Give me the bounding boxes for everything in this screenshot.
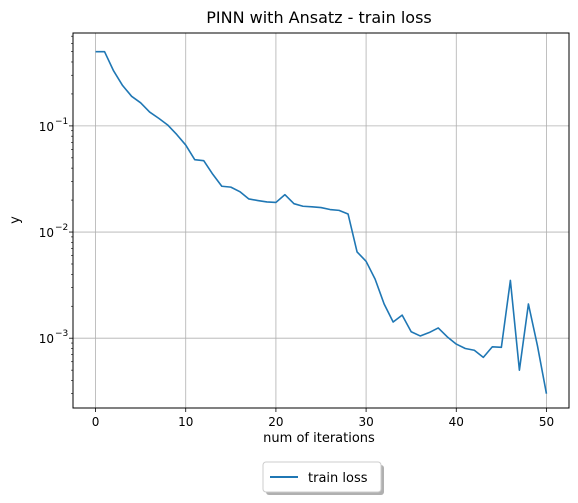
series-line-train-loss xyxy=(95,50,548,394)
x-axis-label: num of iterations xyxy=(263,431,375,446)
x-tick-label: 10 xyxy=(178,415,193,429)
x-tick-label: 40 xyxy=(449,415,464,429)
y-tick-exponent: −3 xyxy=(55,329,68,339)
y-tick-label: 10 xyxy=(39,120,54,134)
series-layer xyxy=(95,50,548,394)
y-tick-label: 10 xyxy=(39,332,54,346)
x-tick-label: 50 xyxy=(539,415,554,429)
legend: train loss xyxy=(262,461,384,495)
y-tick-label: 10 xyxy=(39,226,54,240)
x-tick-label: 0 xyxy=(92,415,100,429)
y-tick-exponent: −2 xyxy=(55,223,68,233)
legend-label: train loss xyxy=(308,471,368,486)
x-tick-label: 30 xyxy=(358,415,373,429)
y-tick-exponent: −1 xyxy=(55,117,68,127)
chart-title: PINN with Ansatz - train loss xyxy=(206,8,432,27)
x-tick-label: 20 xyxy=(268,415,283,429)
plot-frame xyxy=(72,32,570,409)
grid xyxy=(73,33,569,408)
y-axis-label: y xyxy=(8,216,23,224)
legend-box xyxy=(262,461,382,493)
